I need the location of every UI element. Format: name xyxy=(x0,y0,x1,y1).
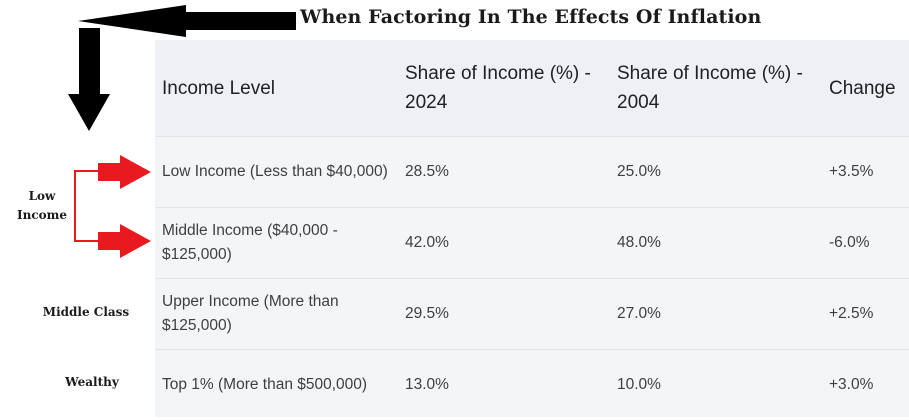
header-share-2004: Share of Income (%) - 2004 xyxy=(617,40,829,137)
cell-income-level: Top 1% (More than $500,000) xyxy=(155,350,405,420)
header-income-level: Income Level xyxy=(155,40,405,137)
cell-share-2004: 27.0% xyxy=(617,279,829,350)
annotation-wealthy: Wealthy xyxy=(50,373,134,392)
annotation-low-income: Low Income xyxy=(8,187,76,225)
cell-change: +3.0% xyxy=(829,350,909,420)
cell-income-level: Low Income (Less than $40,000) xyxy=(155,137,405,208)
cell-income-level: Upper Income (More than $125,000) xyxy=(155,279,405,350)
cell-share-2004: 48.0% xyxy=(617,208,829,279)
header-share-2024: Share of Income (%) - 2024 xyxy=(405,40,617,137)
headline: When Factoring In The Effects Of Inflati… xyxy=(300,6,761,28)
left-arrow-icon xyxy=(78,5,296,37)
income-share-table-container: Income Level Share of Income (%) - 2024 … xyxy=(155,40,909,417)
header-change: Change xyxy=(829,40,909,137)
cell-share-2024: 13.0% xyxy=(405,350,617,420)
right-arrow-icon xyxy=(98,224,151,258)
cell-share-2004: 10.0% xyxy=(617,350,829,420)
income-share-table: Income Level Share of Income (%) - 2024 … xyxy=(155,40,909,420)
bracket-icon xyxy=(75,171,98,241)
cell-change: +3.5% xyxy=(829,137,909,208)
cell-share-2004: 25.0% xyxy=(617,137,829,208)
cell-change: +2.5% xyxy=(829,279,909,350)
table-row: Middle Income ($40,000 - $125,000) 42.0%… xyxy=(155,208,909,279)
cell-share-2024: 28.5% xyxy=(405,137,617,208)
annotation-middle-class: Middle Class xyxy=(30,303,142,322)
down-arrow-icon xyxy=(68,28,110,131)
cell-share-2024: 42.0% xyxy=(405,208,617,279)
cell-income-level: Middle Income ($40,000 - $125,000) xyxy=(155,208,405,279)
cell-change: -6.0% xyxy=(829,208,909,279)
table-row: Top 1% (More than $500,000) 13.0% 10.0% … xyxy=(155,350,909,420)
cell-share-2024: 29.5% xyxy=(405,279,617,350)
table-row: Low Income (Less than $40,000) 28.5% 25.… xyxy=(155,137,909,208)
right-arrow-icon xyxy=(98,155,151,189)
table-header-row: Income Level Share of Income (%) - 2024 … xyxy=(155,40,909,137)
table-row: Upper Income (More than $125,000) 29.5% … xyxy=(155,279,909,350)
